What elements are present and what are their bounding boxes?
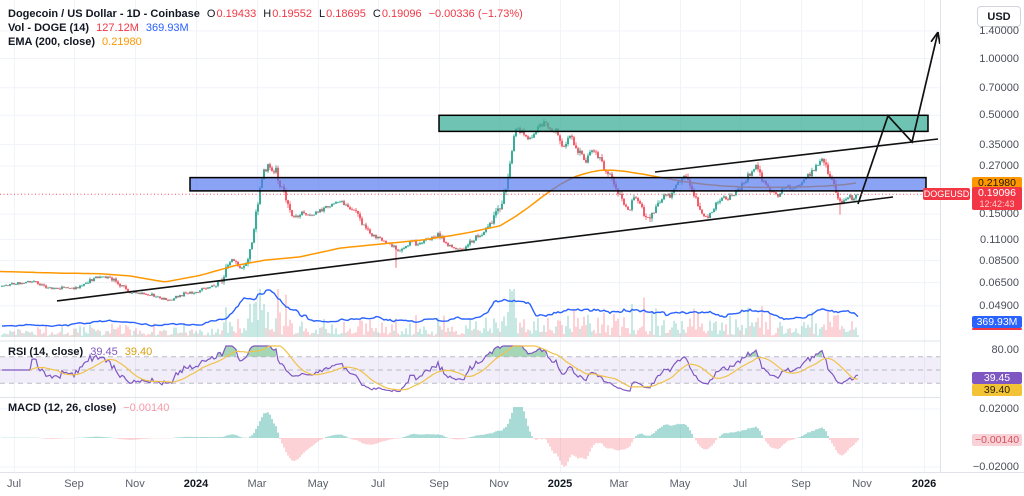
price-tick-label: 1.00000 (979, 52, 1019, 65)
macd-value-badge: −0.00140 (972, 434, 1022, 446)
pane-separators (0, 340, 940, 398)
time-tick-label: Jul (732, 478, 748, 490)
time-tick-label: Mar (247, 478, 267, 490)
rsi-legend-row[interactable]: RSI (14, close) 39.45 39.40 (8, 346, 152, 359)
last-price-badge: 0.19096 12:42:43 (972, 187, 1022, 211)
time-axis[interactable]: Jul Sep Nov 2024 Mar May Jul Sep Nov 2025 Mar May Ju… (0, 472, 1024, 496)
rsi-value-badge: 39.45 (972, 371, 1022, 384)
time-tick-label: Nov (489, 478, 509, 490)
time-tick-label: Nov (125, 478, 145, 490)
volume-bars (1, 289, 859, 337)
ohlc-low: L 0.18695 (318, 8, 366, 20)
chart-canvas[interactable] (0, 0, 940, 472)
macd-value: −0.00140 (123, 402, 170, 414)
price-axis[interactable]: USD 0.21980 0.19096 12:42:43 369.93M 39.… (940, 0, 1024, 473)
rsi-line (2, 345, 859, 393)
price-change: −0.00336 (−1.73%) (428, 8, 523, 20)
volume-ma-badge: 369.93M (972, 316, 1022, 330)
ohlc-high: H 0.19552 (263, 8, 312, 20)
rsi-value: 39.45 (90, 346, 118, 358)
symbol-title: Dogecoin / US Dollar - 1D - Coinbase (8, 8, 200, 20)
time-tick-label: Mar (609, 478, 629, 490)
symbol-price-flag: DOGEUSD (923, 188, 970, 201)
time-tick-label: Sep (64, 478, 84, 490)
demand-zone (189, 176, 927, 192)
time-tick-label: 2025 (547, 478, 573, 490)
volume-current-strip (972, 328, 1022, 330)
trendlines (56, 138, 939, 302)
price-tick-label: 1.40000 (979, 24, 1019, 37)
ohlc-close: C 0.19096 (372, 8, 422, 20)
time-tick-label: Nov (852, 478, 872, 490)
time-tick-label: Jul (6, 478, 22, 490)
macd-tick-label: 0.02000 (979, 403, 1019, 415)
rsi-ma-value: 39.40 (124, 346, 153, 358)
ema-price-badge: 0.21980 (972, 176, 1022, 189)
long-support-trendline (56, 196, 894, 302)
ema-label: EMA (200, close) (8, 36, 96, 48)
price-tick-label: 0.15000 (979, 208, 1019, 221)
grid-lines (0, 0, 940, 472)
time-tick-label: Sep (791, 478, 811, 490)
rsi-tick-label: 80.00 (991, 344, 1019, 357)
price-tick-label: 0.08500 (979, 254, 1019, 267)
time-tick-label: 2024 (183, 478, 209, 490)
volume-legend-row[interactable]: Vol - DOGE (14) 127.12M 369.93M (8, 22, 189, 35)
symbol-legend-row[interactable]: Dogecoin / US Dollar - 1D - Coinbase O 0.… (8, 8, 523, 21)
time-tick-label: Jul (370, 478, 386, 490)
last-price-value: 0.19096 (978, 187, 1016, 200)
price-tick-label: 0.35000 (979, 138, 1019, 151)
price-tick-label: 0.50000 (979, 109, 1019, 122)
price-tick-label: 0.04900 (979, 299, 1019, 312)
price-tick-label: 0.70000 (979, 81, 1019, 94)
time-tick-label: May (669, 478, 691, 490)
time-tick-label: 2026 (911, 478, 937, 490)
time-tick-label: May (307, 478, 329, 490)
channel-upper-trendline (654, 138, 939, 173)
candlesticks (1, 119, 859, 302)
rsi-ma-value-badge: 39.40 (972, 383, 1022, 396)
volume-label: Vol - DOGE (14) (8, 22, 90, 34)
ohlc-open: O 0.19433 (206, 8, 257, 20)
ema-value: 0.21980 (102, 36, 142, 48)
price-tick-label: 0.06500 (979, 276, 1019, 289)
volume-ma-value: 369.93M (145, 22, 189, 34)
price-tick-label: 0.11000 (980, 233, 1019, 246)
ema-legend-row[interactable]: EMA (200, close) 0.21980 (8, 36, 142, 49)
supply-zone (438, 114, 929, 133)
volume-value: 127.12M (96, 22, 139, 34)
rsi-overbought-fill (218, 346, 822, 357)
macd-histogram (1, 407, 859, 467)
drawing-zones (189, 114, 929, 192)
currency-toggle-button[interactable]: USD (977, 6, 1021, 27)
macd-legend-row[interactable]: MACD (12, 26, close) −0.00140 (8, 402, 169, 415)
time-tick-label: Sep (429, 478, 449, 490)
projection-arrow (857, 31, 940, 205)
rsi-ma-line (29, 345, 859, 391)
macd-tick-label: −0.02000 (972, 461, 1019, 473)
bar-countdown: 12:42:43 (979, 199, 1015, 210)
macd-label: MACD (12, 26, close) (8, 402, 117, 414)
price-tick-label: 0.27000 (979, 159, 1019, 172)
volume-ma-line (1, 289, 859, 328)
rsi-label: RSI (14, close) (8, 346, 84, 358)
